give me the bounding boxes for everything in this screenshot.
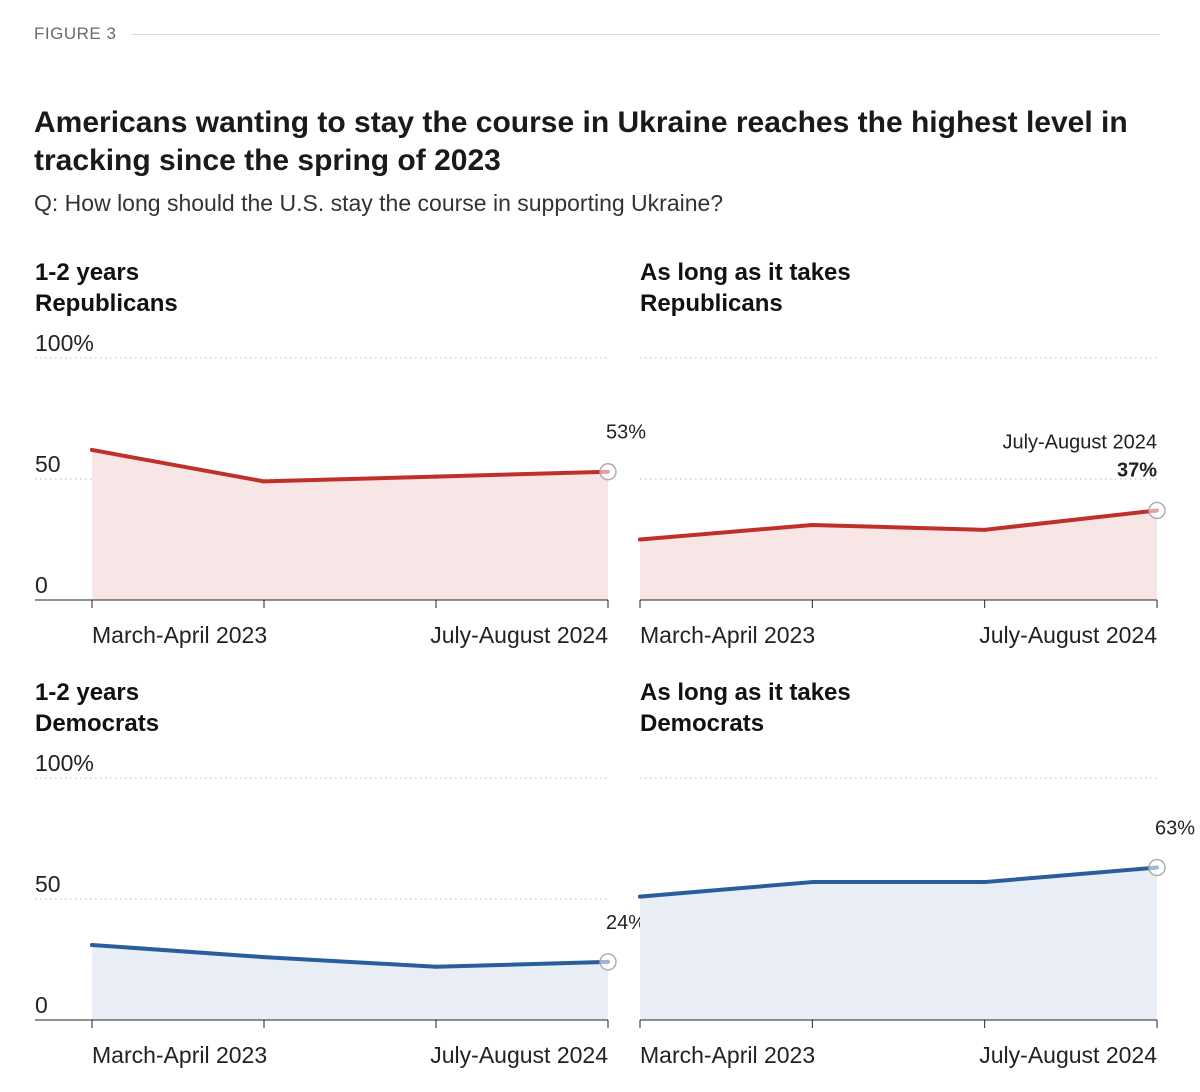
y-tick-label: 100%: [35, 330, 94, 356]
panel-3-democrats: 1-2 years Democrats 100% 50 0 24% March-April …: [35, 679, 646, 1068]
data-point: [90, 942, 94, 947]
chart-question: Q: How long should the U.S. stay the cou…: [34, 190, 724, 216]
area-fill: [640, 510, 1157, 600]
data-point: [810, 880, 815, 885]
panel-4-democrats: As long as it takes Democrats 63% March-Apr…: [638, 679, 1195, 1068]
panel-2-republicans: As long as it takes Republicans July-Augus…: [638, 259, 1166, 648]
data-point: [982, 880, 987, 885]
y-tick-label: 0: [35, 992, 48, 1018]
x-tick-label: March-April 2023: [92, 1042, 267, 1068]
data-point: [262, 955, 266, 960]
y-tick-label: 50: [35, 871, 61, 897]
x-tick-label: March-April 2023: [640, 622, 815, 648]
panel-title: 1-2 years: [35, 679, 139, 706]
series-line: [90, 942, 610, 969]
x-tick-label: July-August 2024: [979, 1042, 1157, 1068]
data-point: [262, 479, 266, 484]
panel-title: As long as it takes: [640, 259, 851, 286]
area-fill: [92, 449, 608, 600]
series-line: [638, 865, 1159, 899]
panel-1-republicans: 1-2 years Republicans 100% 50 0 53% March-Apri…: [35, 259, 646, 648]
data-point: [434, 964, 438, 969]
chart-title: Americans wanting to stay the course in …: [34, 106, 1128, 177]
y-tick-label: 0: [35, 572, 48, 598]
figure-header: FIGURE 3: [34, 24, 1160, 46]
panel-title: As long as it takes: [640, 679, 851, 706]
area-fill: [640, 867, 1157, 1020]
data-point: [90, 447, 94, 452]
x-tick-label: March-April 2023: [92, 622, 267, 648]
panel-subtitle: Democrats: [640, 710, 764, 737]
x-tick-label: March-April 2023: [640, 1042, 815, 1068]
end-point-marker: [599, 463, 617, 481]
x-tick-label: July-August 2024: [979, 622, 1157, 648]
end-label-value: 24%: [606, 912, 646, 934]
series-line: [90, 447, 610, 484]
y-tick-label: 50: [35, 451, 61, 477]
data-point: [982, 527, 987, 532]
y-tick-label: 100%: [35, 750, 94, 776]
panel-subtitle: Republicans: [35, 290, 178, 317]
figure-label: FIGURE 3: [34, 24, 117, 43]
end-point-marker: [599, 953, 617, 971]
figure-divider: [132, 34, 1160, 35]
panel-subtitle: Democrats: [35, 710, 159, 737]
data-point: [638, 894, 642, 899]
area-fill: [92, 944, 608, 1020]
panel-subtitle: Republicans: [640, 290, 783, 317]
end-label-date: July-August 2024: [1002, 431, 1157, 453]
data-point: [638, 537, 642, 542]
end-point-marker: [1148, 858, 1166, 877]
end-label-value: 53%: [606, 422, 646, 444]
end-label-value: 37%: [1117, 459, 1157, 481]
end-point-marker: [1148, 501, 1166, 520]
panel-title: 1-2 years: [35, 259, 139, 286]
series-line: [638, 508, 1159, 542]
x-tick-label: July-August 2024: [430, 622, 608, 648]
end-label-value: 63%: [1155, 818, 1195, 840]
x-tick-label: July-August 2024: [430, 1042, 608, 1068]
data-point: [810, 522, 815, 527]
data-point: [434, 474, 438, 479]
